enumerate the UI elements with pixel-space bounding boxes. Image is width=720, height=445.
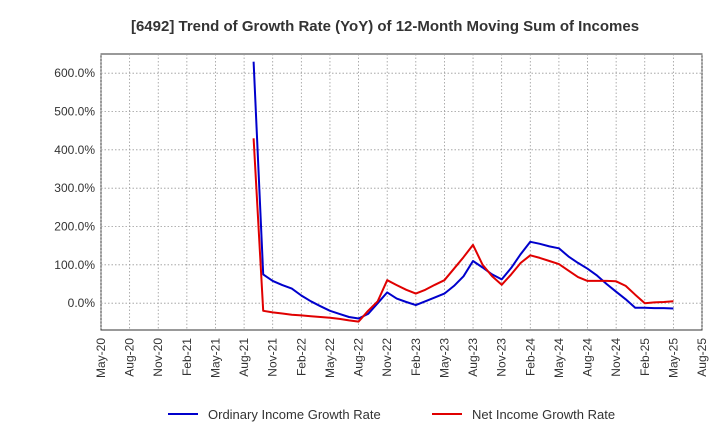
plot-area: [100, 53, 703, 331]
y-tick-label: 600.0%: [54, 66, 95, 80]
series: [252, 61, 674, 323]
y-tick-label: 400.0%: [54, 143, 95, 157]
x-tick-label: Nov-24: [609, 338, 623, 377]
legend-label: Net Income Growth Rate: [472, 407, 615, 422]
y-tick-label: 0.0%: [68, 296, 96, 310]
x-tick-label: Nov-21: [266, 338, 280, 377]
y-tick-label: 100.0%: [54, 258, 95, 272]
x-tick-label: Nov-23: [495, 338, 509, 377]
x-tick-label: Aug-22: [352, 338, 366, 377]
x-tick-label: Aug-25: [695, 338, 709, 377]
x-tick-label: Feb-25: [638, 338, 652, 376]
x-tick-label: May-21: [208, 338, 222, 378]
legend-item-ordinary-income: Ordinary Income Growth Rate: [168, 407, 381, 422]
x-tick-label: Feb-21: [180, 338, 194, 376]
x-tick-label: Nov-20: [151, 338, 165, 377]
x-tick-label: Nov-22: [380, 338, 394, 377]
series-line-net-income: [252, 138, 674, 323]
x-tick-label: May-20: [94, 338, 108, 378]
y-tick-label: 200.0%: [54, 220, 95, 234]
legend-item-net-income: Net Income Growth Rate: [432, 407, 615, 422]
x-tick-label: May-24: [552, 338, 566, 378]
y-tick-label: 500.0%: [54, 105, 95, 119]
x-tick-label: Feb-23: [409, 338, 423, 376]
x-tick-label: May-23: [437, 338, 451, 378]
legend: Ordinary Income Growth Rate Net Income Gr…: [168, 407, 615, 422]
y-tick-label: 300.0%: [54, 181, 95, 195]
x-tick-label: Aug-21: [237, 338, 251, 377]
x-tick-label: Feb-22: [294, 338, 308, 376]
grid: [100, 53, 703, 331]
x-tick-label: Aug-23: [466, 338, 480, 377]
x-tick-label: Aug-24: [581, 338, 595, 377]
x-tick-label: Feb-24: [523, 338, 537, 376]
legend-label: Ordinary Income Growth Rate: [208, 407, 381, 422]
x-tick-label: May-25: [666, 338, 680, 378]
axes: 0.0% 100.0% 200.0% 300.0% 400.0% 500.0% 600.0%…: [54, 66, 709, 378]
x-tick-label: May-22: [323, 338, 337, 378]
x-tick-label: Aug-20: [123, 338, 137, 377]
chart-title: [6492] Trend of Growth Rate (YoY) of 12-…: [131, 18, 639, 35]
